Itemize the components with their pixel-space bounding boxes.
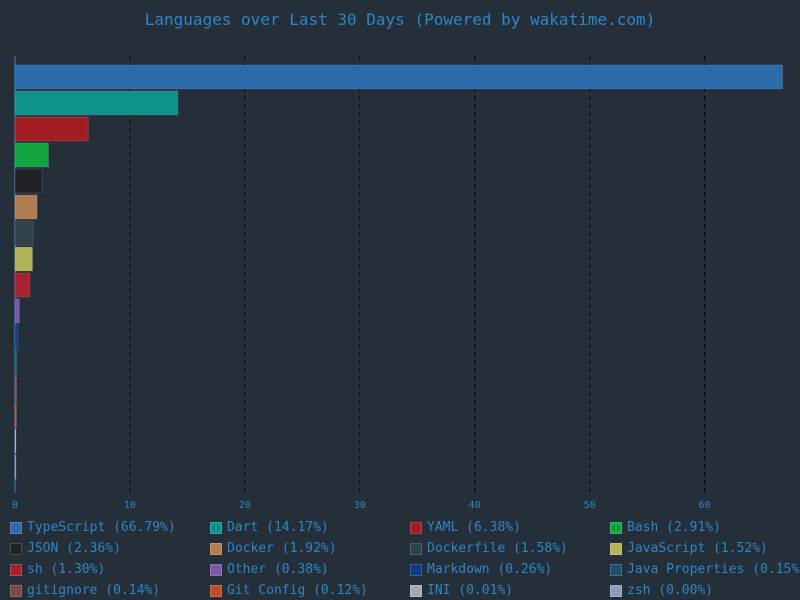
legend-label: Other (0.38%) <box>227 562 329 577</box>
x-tick-label-2: 20 <box>239 500 251 511</box>
legend-swatch <box>410 522 422 534</box>
bar-json <box>14 168 43 194</box>
legend-label: TypeScript (66.79%) <box>27 520 176 535</box>
x-tick-label-6: 60 <box>699 500 711 511</box>
bar-ini <box>14 428 17 454</box>
legend-label: INI (0.01%) <box>427 583 514 598</box>
legend-swatch <box>610 564 622 576</box>
legend-label: sh (1.30%) <box>27 562 106 577</box>
bar-dart <box>14 90 179 116</box>
legend-label: gitignore (0.14%) <box>27 583 161 598</box>
legend-swatch <box>210 543 222 555</box>
legend-swatch <box>10 585 22 597</box>
bar-other <box>14 298 20 324</box>
legend-swatch <box>210 564 222 576</box>
legend-swatch <box>10 564 22 576</box>
bar-bash <box>14 142 49 168</box>
legend-label: zsh (0.00%) <box>627 583 714 598</box>
bar-docker <box>14 194 38 220</box>
legend-swatch <box>210 522 222 534</box>
chart-title: Languages over Last 30 Days (Powered by … <box>144 10 656 29</box>
x-tick-label-4: 40 <box>469 500 481 511</box>
x-tick-label-3: 30 <box>354 500 366 511</box>
legend-label: Bash (2.91%) <box>627 520 721 535</box>
legend-swatch <box>10 522 22 534</box>
legend-swatch <box>610 543 622 555</box>
bar-sh <box>14 272 31 298</box>
legend-label: JavaScript (1.52%) <box>627 541 768 556</box>
bar-markdown <box>14 324 19 350</box>
legend-label: Dart (14.17%) <box>227 520 329 535</box>
legend-label: Dockerfile (1.58%) <box>427 541 568 556</box>
bar-dockerfile <box>14 220 34 246</box>
legend-label: YAML (6.38%) <box>427 520 521 535</box>
bar-git-config <box>14 402 17 428</box>
bar-gitignore <box>14 376 18 402</box>
bar-zsh <box>14 454 17 480</box>
bar-javascript <box>14 246 33 272</box>
legend-swatch <box>610 585 622 597</box>
legend-label: JSON (2.36%) <box>27 541 121 556</box>
legend-swatch <box>10 543 22 555</box>
bar-typescript <box>14 64 784 90</box>
x-tick-label-1: 10 <box>124 500 136 511</box>
x-tick-label-5: 50 <box>584 500 596 511</box>
bar-yaml <box>14 116 89 142</box>
legend-swatch <box>410 585 422 597</box>
legend-label: Docker (1.92%) <box>227 541 337 556</box>
legend-label: Git Config (0.12%) <box>227 583 368 598</box>
legend-label: Java Properties (0.15%) <box>627 562 800 577</box>
legend-label: Markdown (0.26%) <box>427 562 553 577</box>
legend-swatch <box>410 543 422 555</box>
bar-java-properties <box>14 350 18 376</box>
legend-swatch <box>610 522 622 534</box>
x-tick-label-0: 0 <box>12 500 18 511</box>
legend-swatch <box>210 585 222 597</box>
legend-swatch <box>410 564 422 576</box>
